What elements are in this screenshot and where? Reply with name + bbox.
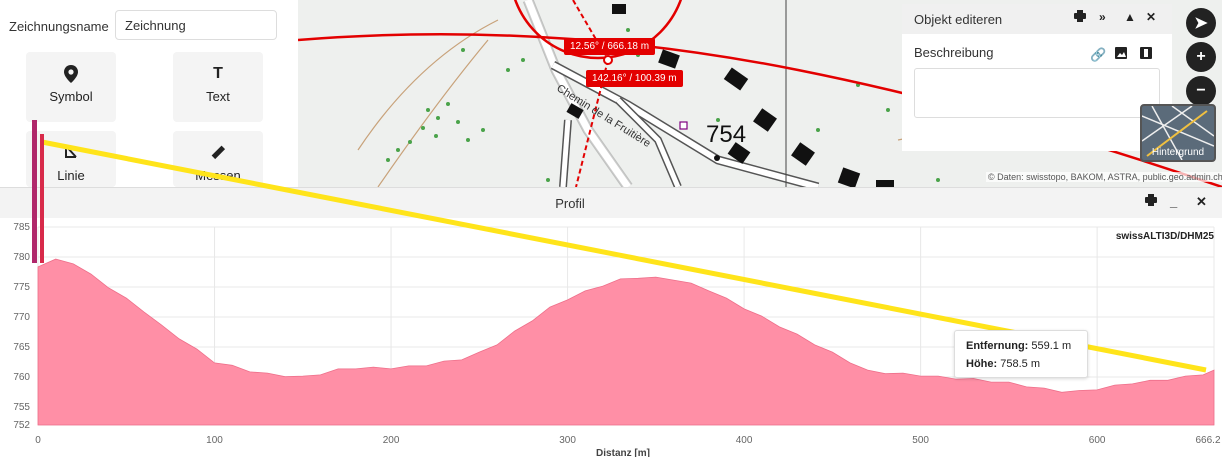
double-chevron-down-icon[interactable]: » <box>1099 10 1106 24</box>
distance-value: 559.1 m <box>1031 340 1072 352</box>
height-label: 754 <box>706 121 746 148</box>
edit-panel-header: Objekt editeren » ▲ ✕ <box>902 4 1172 34</box>
y-tick-label: 785 <box>13 222 30 233</box>
tool-text-button[interactable]: T Text <box>173 52 263 122</box>
x-axis-ticks: 0 100 200 300 400 500 600 666.2 <box>35 435 1221 446</box>
text-icon: T <box>213 65 223 82</box>
x-tick-label: 200 <box>383 435 400 446</box>
image-icon[interactable] <box>1115 47 1127 62</box>
start-marker-secondary <box>40 134 44 263</box>
profile-header: Profil _ ✕ <box>0 187 1222 218</box>
media-icon[interactable] <box>1140 47 1152 62</box>
print-icon[interactable] <box>1074 10 1086 25</box>
y-tick-label: 770 <box>13 312 30 323</box>
tool-symbol-label: Symbol <box>49 89 93 104</box>
profile-source-label: swissALTI3D/DHM25 <box>1115 231 1214 242</box>
x-tick-label: 600 <box>1089 435 1106 446</box>
x-tick-label: 100 <box>206 435 223 446</box>
x-tick-label: 400 <box>736 435 753 446</box>
drawing-name-input[interactable] <box>115 10 277 40</box>
close-icon[interactable]: ✕ <box>1146 10 1157 24</box>
profile-tooltip: Entfernung: 559.1 m Höhe: 758.5 m <box>954 330 1088 378</box>
background-label: Hintergrund <box>1151 147 1205 158</box>
tool-text-label: Text <box>206 89 230 104</box>
geolocate-icon[interactable]: ➤ <box>1186 8 1216 38</box>
zoom-out-icon[interactable]: − <box>1186 76 1216 106</box>
caret-up-icon[interactable]: ▲ <box>1124 10 1136 24</box>
link-icon[interactable]: 🔗 <box>1090 47 1107 62</box>
start-marker <box>32 120 37 263</box>
zoom-in-icon[interactable]: + <box>1186 42 1216 72</box>
y-tick-label: 755 <box>13 402 30 413</box>
map-pin-icon <box>64 65 78 83</box>
tool-line-label: Linie <box>57 168 85 183</box>
profile-minimize-icon[interactable]: _ <box>1170 194 1178 209</box>
y-tick-label: 765 <box>13 342 30 353</box>
edit-object-panel: Objekt editeren » ▲ ✕ Beschreibung 🔗 <box>902 4 1172 151</box>
profile-title: Profil <box>555 196 585 211</box>
y-tick-label: 752 <box>13 420 30 431</box>
height-label-profile: Höhe: <box>966 358 998 370</box>
profile-chart[interactable]: 752 755 760 765 770 775 780 785 0 100 200 300 400 50… <box>0 217 1222 457</box>
x-tick-label: 666.2 <box>1195 435 1220 446</box>
profile-print-icon[interactable] <box>1145 194 1157 209</box>
x-tick-label: 300 <box>559 435 576 446</box>
map-attribution: © Daten: swisstopo, BAKOM, ASTRA, public… <box>986 172 1222 182</box>
height-value: 758.5 m <box>1000 358 1040 370</box>
description-textarea[interactable] <box>914 68 1160 118</box>
profile-close-icon[interactable]: ✕ <box>1196 194 1207 209</box>
x-axis-label: Distanz [m] <box>596 448 650 457</box>
drawing-name-label: Zeichnungsname <box>9 19 109 34</box>
distance-label: Entfernung: <box>966 340 1029 352</box>
y-tick-label: 775 <box>13 282 30 293</box>
ruler-icon <box>210 144 226 162</box>
map-tooltip-angle-1: 12.56° / 666.18 m <box>564 38 656 55</box>
elevation-area <box>37 258 1215 426</box>
y-tick-label: 780 <box>13 252 30 263</box>
map-tooltip-angle-2: 142.16° / 100.39 m <box>586 70 683 87</box>
edit-panel-title: Objekt editeren <box>914 12 1003 27</box>
background-selector[interactable]: Hintergrund <box>1140 104 1216 162</box>
tool-symbol-button[interactable]: Symbol <box>26 52 116 122</box>
y-tick-label: 760 <box>13 372 30 383</box>
description-label: Beschreibung <box>914 45 994 60</box>
x-tick-label: 0 <box>35 435 41 446</box>
x-tick-label: 500 <box>912 435 929 446</box>
y-axis-ticks: 752 755 760 765 770 775 780 785 <box>13 222 30 431</box>
